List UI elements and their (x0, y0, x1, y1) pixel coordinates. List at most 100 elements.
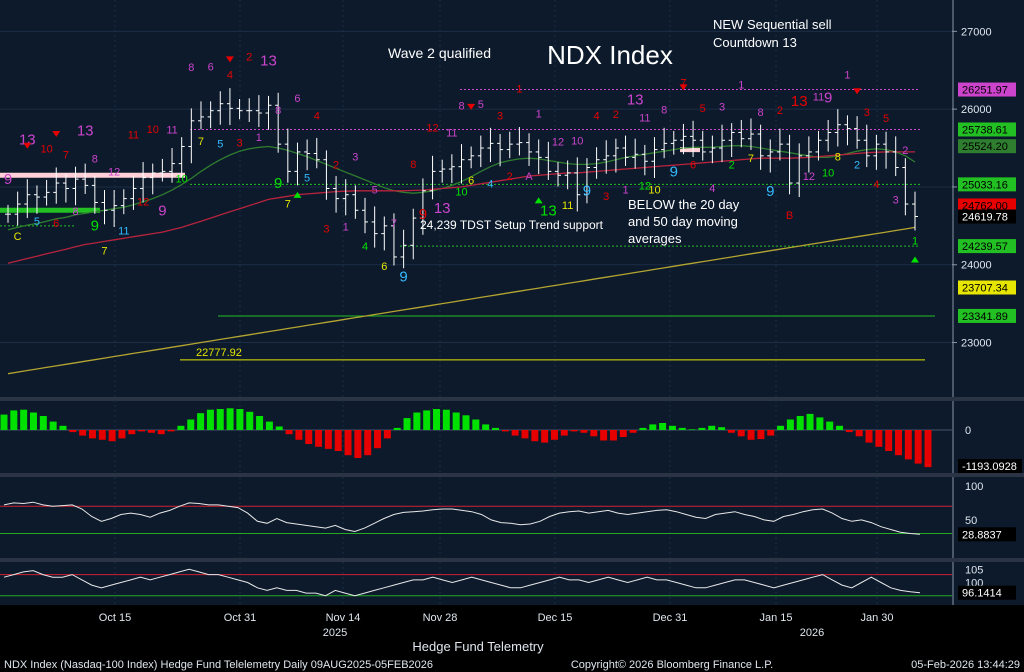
count-label: 9 (766, 183, 774, 200)
oscillator-bar (413, 412, 421, 430)
count-label: 11 (562, 200, 573, 212)
oscillator-bar (285, 430, 293, 435)
panel-separator (0, 473, 1024, 477)
count-label: 9 (670, 163, 678, 180)
y-tick-label: 26000 (961, 104, 992, 116)
count-label: 11 (446, 128, 457, 140)
y-tick-label: 105 (965, 564, 983, 576)
oscillator-bar (580, 430, 588, 433)
oscillator-bar (757, 430, 765, 440)
count-label: 5 (883, 113, 889, 125)
oscillator-bar (157, 430, 165, 435)
annotation: and 50 day moving (628, 214, 738, 229)
count-label: 7 (63, 149, 69, 161)
oscillator-bar (491, 427, 499, 430)
sell-arrow (853, 88, 862, 95)
footer-attribution: Hedge Fund Telemetry (412, 639, 544, 654)
count-label: 13 (791, 93, 808, 110)
count-label: 8 (758, 107, 764, 119)
rsi-line (3, 501, 921, 535)
x-year-label: 2026 (800, 627, 824, 639)
rsi-panel (0, 477, 952, 558)
annotation: 24,239 TDST Setup Trend support (420, 218, 604, 232)
oscillator-bar (39, 416, 47, 430)
count-label: 4 (314, 111, 320, 123)
count-label: 8 (458, 101, 464, 113)
oscillator-bar (98, 430, 106, 440)
count-label: 2 (507, 171, 513, 183)
oscillator-bar (10, 410, 18, 430)
count-label: 13 (434, 200, 451, 217)
oscillator-bar (226, 408, 234, 430)
annotation: BELOW the 20 day (628, 197, 740, 212)
count-label: 1 (516, 84, 522, 96)
buy-arrow (911, 256, 919, 263)
sell-arrow (52, 131, 61, 138)
oscillator-bar (619, 430, 627, 437)
count-label: 1 (622, 184, 628, 196)
count-label: 6 (208, 62, 214, 74)
oscillator-bar (904, 430, 912, 460)
price-tag-label: 24619.78 (962, 212, 1008, 224)
oscillator-bar (747, 430, 755, 440)
oscillator-panel (0, 400, 952, 473)
oscillator-bar (393, 427, 401, 430)
last-value-tag (958, 527, 1016, 542)
y-tick-label: 24000 (961, 260, 992, 272)
oscillator-bar (688, 429, 696, 430)
oscillator-bar (423, 410, 431, 430)
count-label: 13 (19, 132, 36, 149)
price-tag (958, 308, 1016, 323)
oscillator-bar (344, 430, 352, 456)
oscillator-bar (501, 430, 509, 432)
count-label: 11 (118, 226, 129, 238)
oscillator-bar (177, 425, 185, 430)
count-label: B (786, 210, 793, 222)
oscillator-bar (305, 430, 313, 444)
count-label: 1 (256, 132, 262, 144)
oscillator-bar (0, 414, 8, 430)
oscillator-bar (246, 411, 254, 430)
oscillator-bar (767, 430, 775, 436)
price-tag (958, 198, 1016, 213)
oscillator-bar (609, 430, 617, 441)
y-tick-label: 23000 (961, 338, 992, 350)
oscillator-bar (236, 409, 244, 430)
count-label: 8 (188, 62, 194, 74)
count-label: 12 (137, 197, 149, 209)
oscillator-bar (560, 430, 568, 436)
count-label: 1 (343, 222, 349, 234)
oscillator-bar (924, 430, 932, 468)
price-tag (958, 209, 1016, 224)
axis-panel (952, 477, 1024, 558)
oscillator-bar (187, 419, 195, 430)
panel-separator (0, 558, 1024, 562)
annotation: averages (628, 231, 682, 246)
oscillator-bar (777, 425, 785, 430)
oscillator-bar (69, 430, 77, 433)
oscillator-bar (29, 412, 37, 430)
oscillator-bar (678, 427, 686, 430)
oscillator-bar (433, 409, 441, 430)
count-label: 4 (594, 111, 600, 123)
oscillator-bar (374, 430, 382, 449)
count-label: 3 (603, 191, 609, 203)
count-label: 6 (294, 93, 300, 105)
price-tag (958, 122, 1016, 137)
oscillator-bar (462, 415, 470, 430)
y-tick-label: 100 (965, 481, 983, 493)
count-label: 2 (333, 160, 339, 172)
price-tag-label: 25033.16 (962, 179, 1008, 191)
oscillator-bar (354, 430, 362, 458)
count-label: 3 (237, 138, 243, 150)
count-label: 10 (571, 136, 583, 148)
count-label: 2 (854, 159, 860, 171)
oscillator-bar (885, 430, 893, 451)
count-label: 10 (822, 167, 834, 179)
count-label: 8 (835, 152, 841, 164)
count-label: 1 (738, 80, 744, 92)
count-label: 2 (777, 105, 783, 117)
count-label: 1 (844, 70, 850, 82)
oscillator-bar (482, 424, 490, 430)
